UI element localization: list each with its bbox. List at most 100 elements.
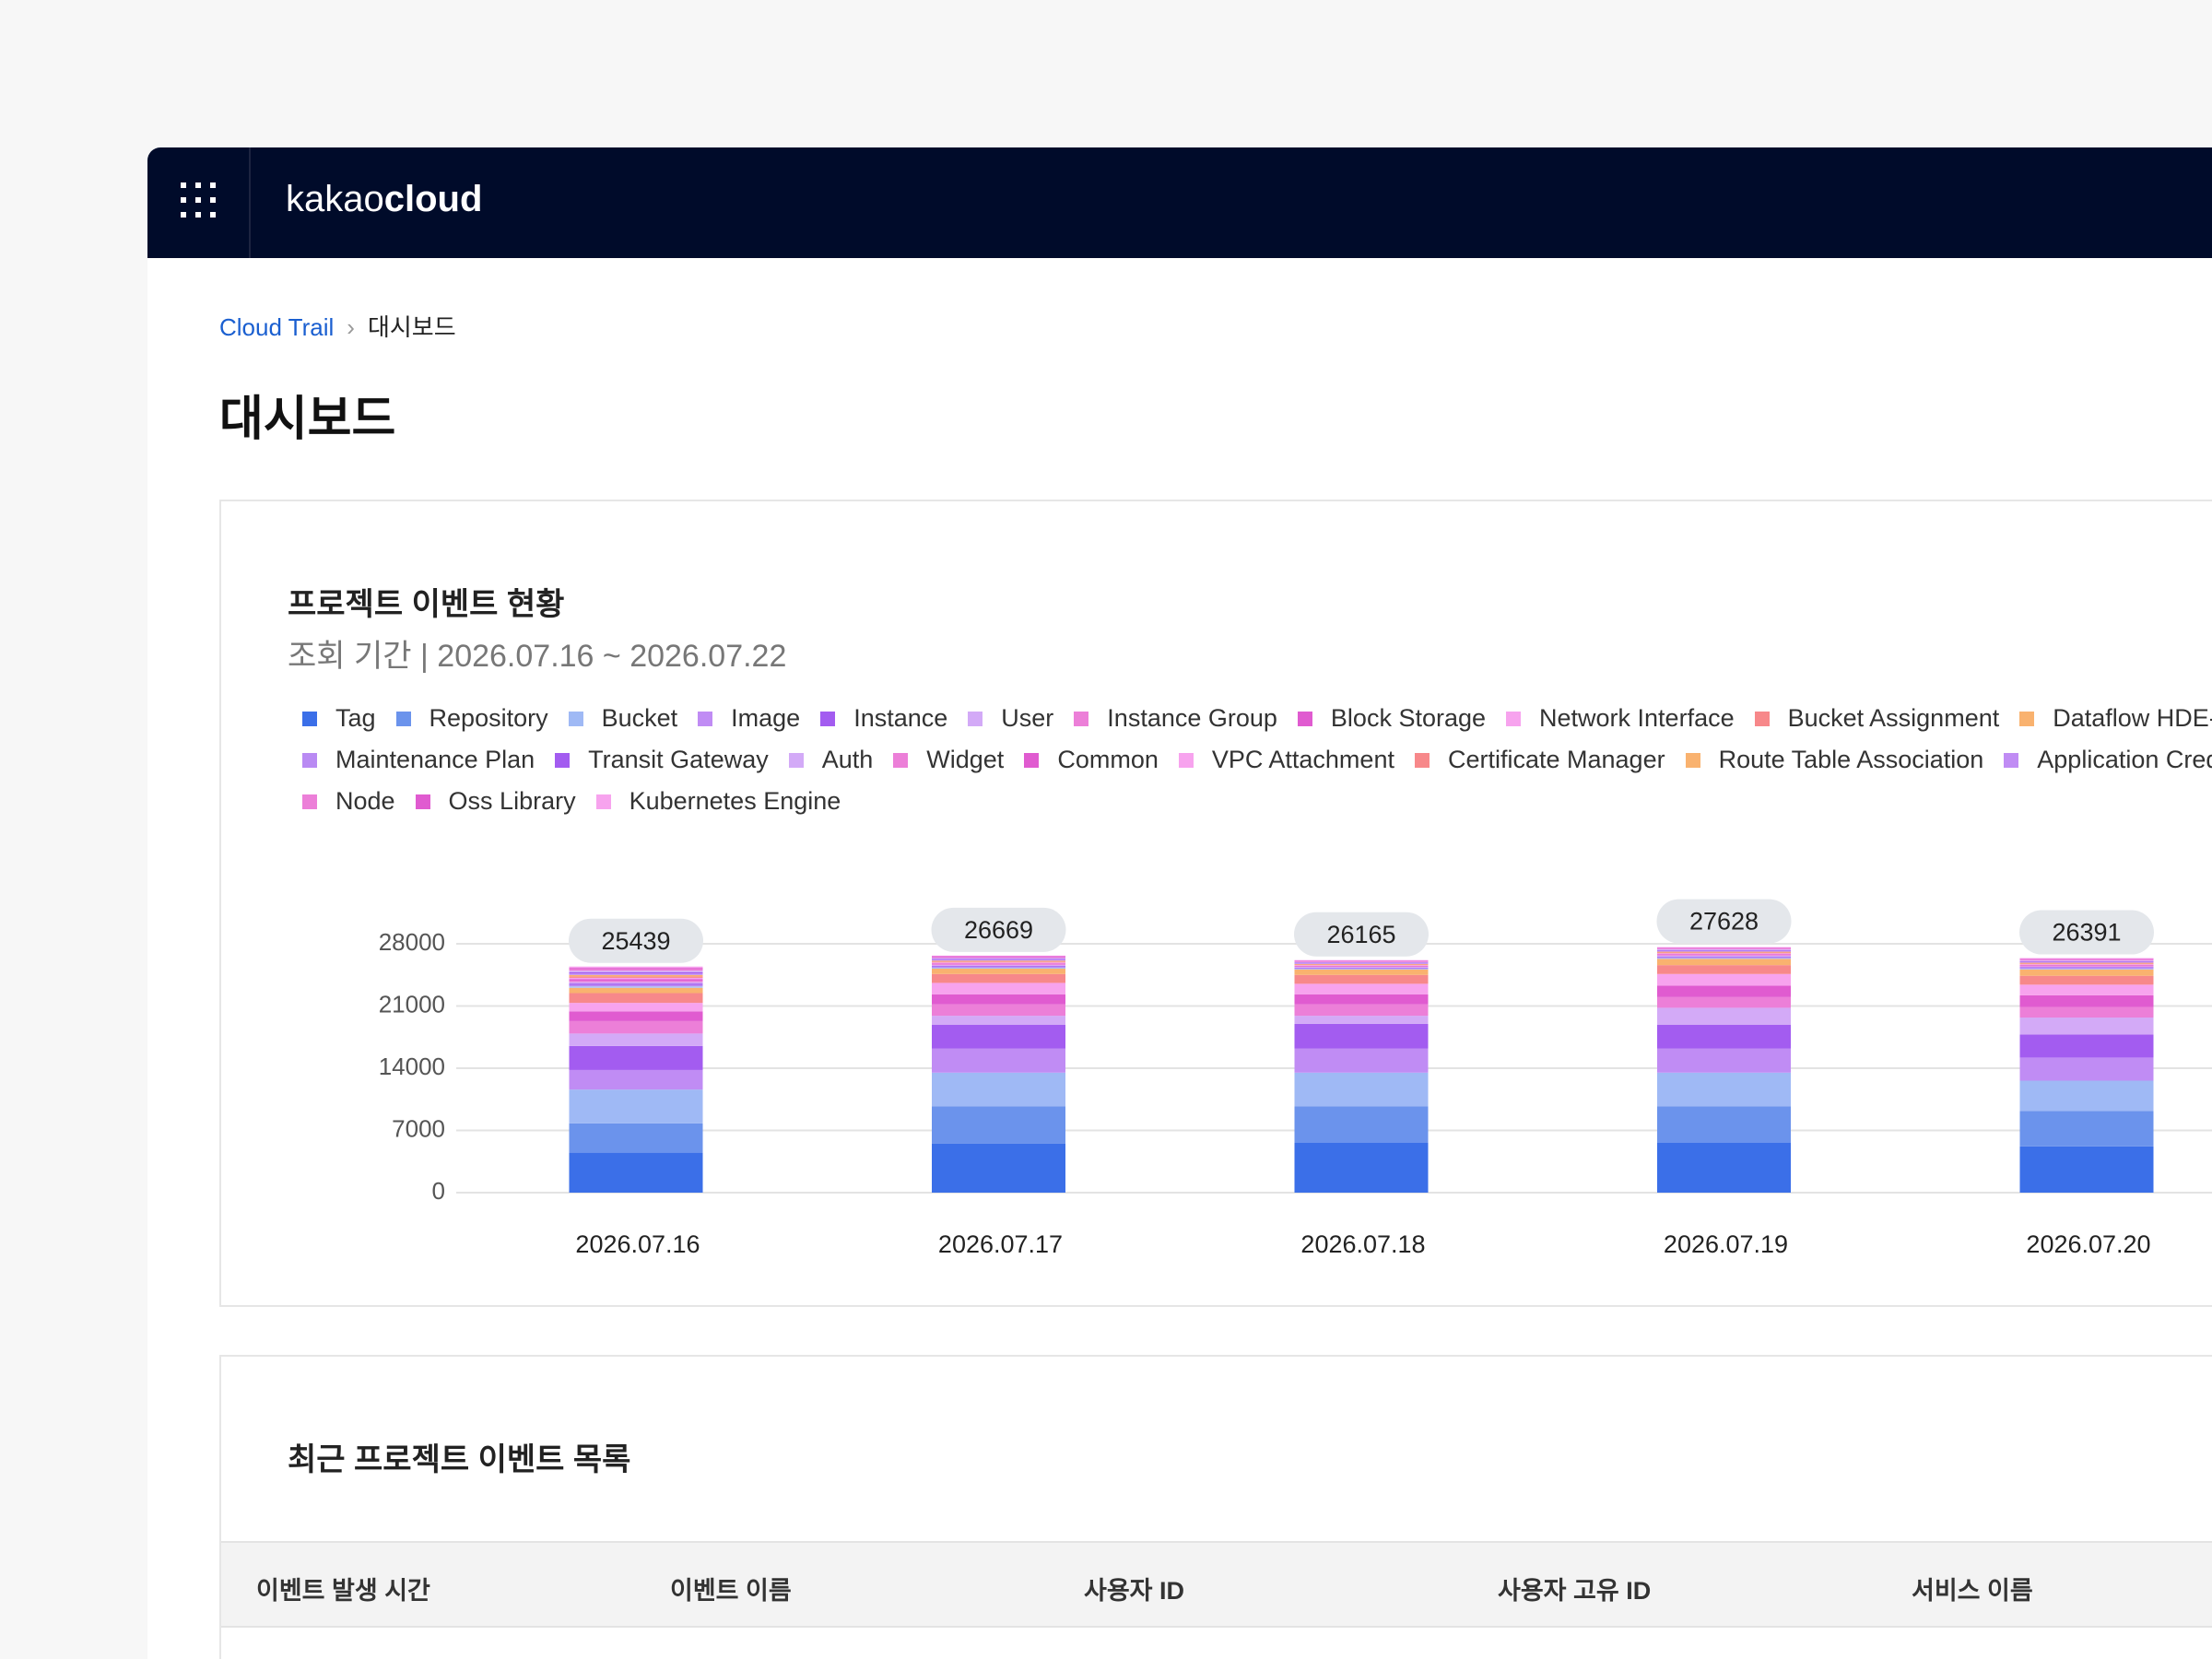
legend-label: Route Table Association [1718,746,1984,773]
chart: 0 7000 14000 21000 28000 25439 2026.07.16 26669… [379,899,2212,1258]
legend-item[interactable]: Node [302,787,395,816]
legend-swatch [1414,752,1430,768]
legend-swatch [820,711,836,726]
bar-segment [1657,957,1791,959]
x-tick-label: 2026.07.17 [938,1230,1063,1258]
legend-label: Block Storage [1330,704,1487,732]
legend-swatch [302,752,317,768]
bar-segment [1294,967,1429,968]
column-header: 사용자 ID [1084,1577,1185,1605]
legend-item[interactable]: Repository [395,704,548,733]
column-header: 사용자 고유 ID [1498,1577,1652,1605]
bar-segment [2019,965,2154,967]
legend-item[interactable]: Instance Group [1074,704,1277,733]
legend-swatch [2004,752,2019,768]
y-tick-label: 21000 [379,990,445,1018]
bar-segment [2019,966,2154,968]
legend-item[interactable]: Kubernetes Engine [595,787,841,816]
legend-item[interactable]: Image [698,704,800,733]
legend-label: Oss Library [448,787,576,815]
bar-segment [1657,947,1791,948]
total-label: 26391 [2052,919,2121,947]
bar-segment [569,966,703,969]
legend-item[interactable]: Bucket [568,704,677,733]
bar-segment [569,1069,703,1090]
bar-segment [932,956,1065,958]
legend-swatch [1178,752,1194,768]
bar-segment [1294,962,1429,964]
bar-segment [1294,974,1429,984]
legend-item[interactable]: Route Table Association [1685,746,1984,774]
legend-item[interactable]: Oss Library [415,787,576,816]
bar-segment [569,969,703,971]
bar-segment [1294,983,1429,994]
legend-swatch [1297,711,1312,726]
legend-item[interactable]: Auth [788,746,874,774]
bar-segment [2019,964,2154,966]
bar-segment [1294,961,1429,962]
bar-segment [1294,966,1429,968]
legend-item[interactable]: Maintenance Plan [302,746,535,774]
bar-segment [1657,950,1791,952]
legend-label: Certificate Manager [1447,746,1665,773]
legend-item[interactable]: Network Interface [1506,704,1735,733]
legend-item[interactable]: Application Credential [2004,746,2212,774]
legend-item[interactable]: Instance [820,704,947,733]
bar-segment [932,960,1065,962]
legend-label: Network Interface [1539,704,1735,732]
bar-segment [569,971,703,974]
period: 조회 기간 | 2026.07.16 ~ 2026.07.22 [288,639,787,674]
bar-segment [1294,959,1429,961]
bar-segment [1657,973,1791,986]
legend-item[interactable]: Common [1024,746,1159,774]
legend-item[interactable]: Transit Gateway [555,746,769,774]
legend-item[interactable]: User [968,704,1053,733]
bar-segment [932,973,1065,983]
legend-item[interactable]: Certificate Manager [1414,746,1665,774]
bar-segment [1657,1007,1791,1025]
legend-item[interactable]: Tag [302,704,376,733]
card-title: 최근 프로젝트 이벤트 목록 [288,1442,631,1477]
top-bar: kakaocloud [147,147,2212,258]
bar-segment [1294,965,1429,966]
bar-segment [1657,1143,1791,1193]
bar-segment [932,1106,1065,1144]
bar-segment [1294,960,1429,962]
bar-segment [932,1024,1065,1049]
list-card: 최근 프로젝트 이벤트 목록 이벤트 발생 시간 이벤트 이름 사용자 ID 사용자 … [219,1355,2212,1659]
legend-item[interactable]: Widget [893,746,1004,774]
legend-item[interactable]: VPC Attachment [1178,746,1394,774]
legend-swatch [893,752,909,768]
bar-segment [932,955,1065,957]
bar-segment [569,1089,703,1124]
app-menu-button[interactable] [181,182,218,219]
bar-segment [2019,994,2154,1007]
bar-segment [1294,963,1429,964]
legend-item[interactable]: Bucket Assignment [1754,704,1999,733]
bar-segment [932,1016,1065,1025]
bar-segment [932,958,1065,959]
bar-segment [569,1045,703,1070]
total-label: 26165 [1326,921,1395,948]
legend-item[interactable]: Dataflow HDE-2. [2019,704,2212,733]
x-tick-label: 2026.07.19 [1664,1230,1788,1258]
legend-swatch [555,752,571,768]
brand-logo[interactable]: kakaocloud [286,179,482,220]
legend-swatch [1024,752,1040,768]
bar-segment [1657,1072,1791,1107]
legend-label: Dataflow HDE-2. [2053,704,2212,732]
brand-light: kakao [286,179,384,219]
legend-item[interactable]: Block Storage [1297,704,1487,733]
bar-segment [569,982,703,984]
bar-segment [569,1011,703,1021]
legend-label: User [1001,704,1054,732]
bar-segment [1294,964,1429,966]
legend-label: Instance Group [1107,704,1277,732]
page-title: 대시보드 [219,393,396,446]
legend-label: Auth [821,746,874,773]
y-tick-label: 28000 [379,928,445,956]
card-title: 프로젝트 이벤트 현황 [288,587,565,622]
bar-segment [1657,965,1791,974]
legend-swatch [595,794,611,809]
breadcrumb-link[interactable]: Cloud Trail [219,313,335,341]
